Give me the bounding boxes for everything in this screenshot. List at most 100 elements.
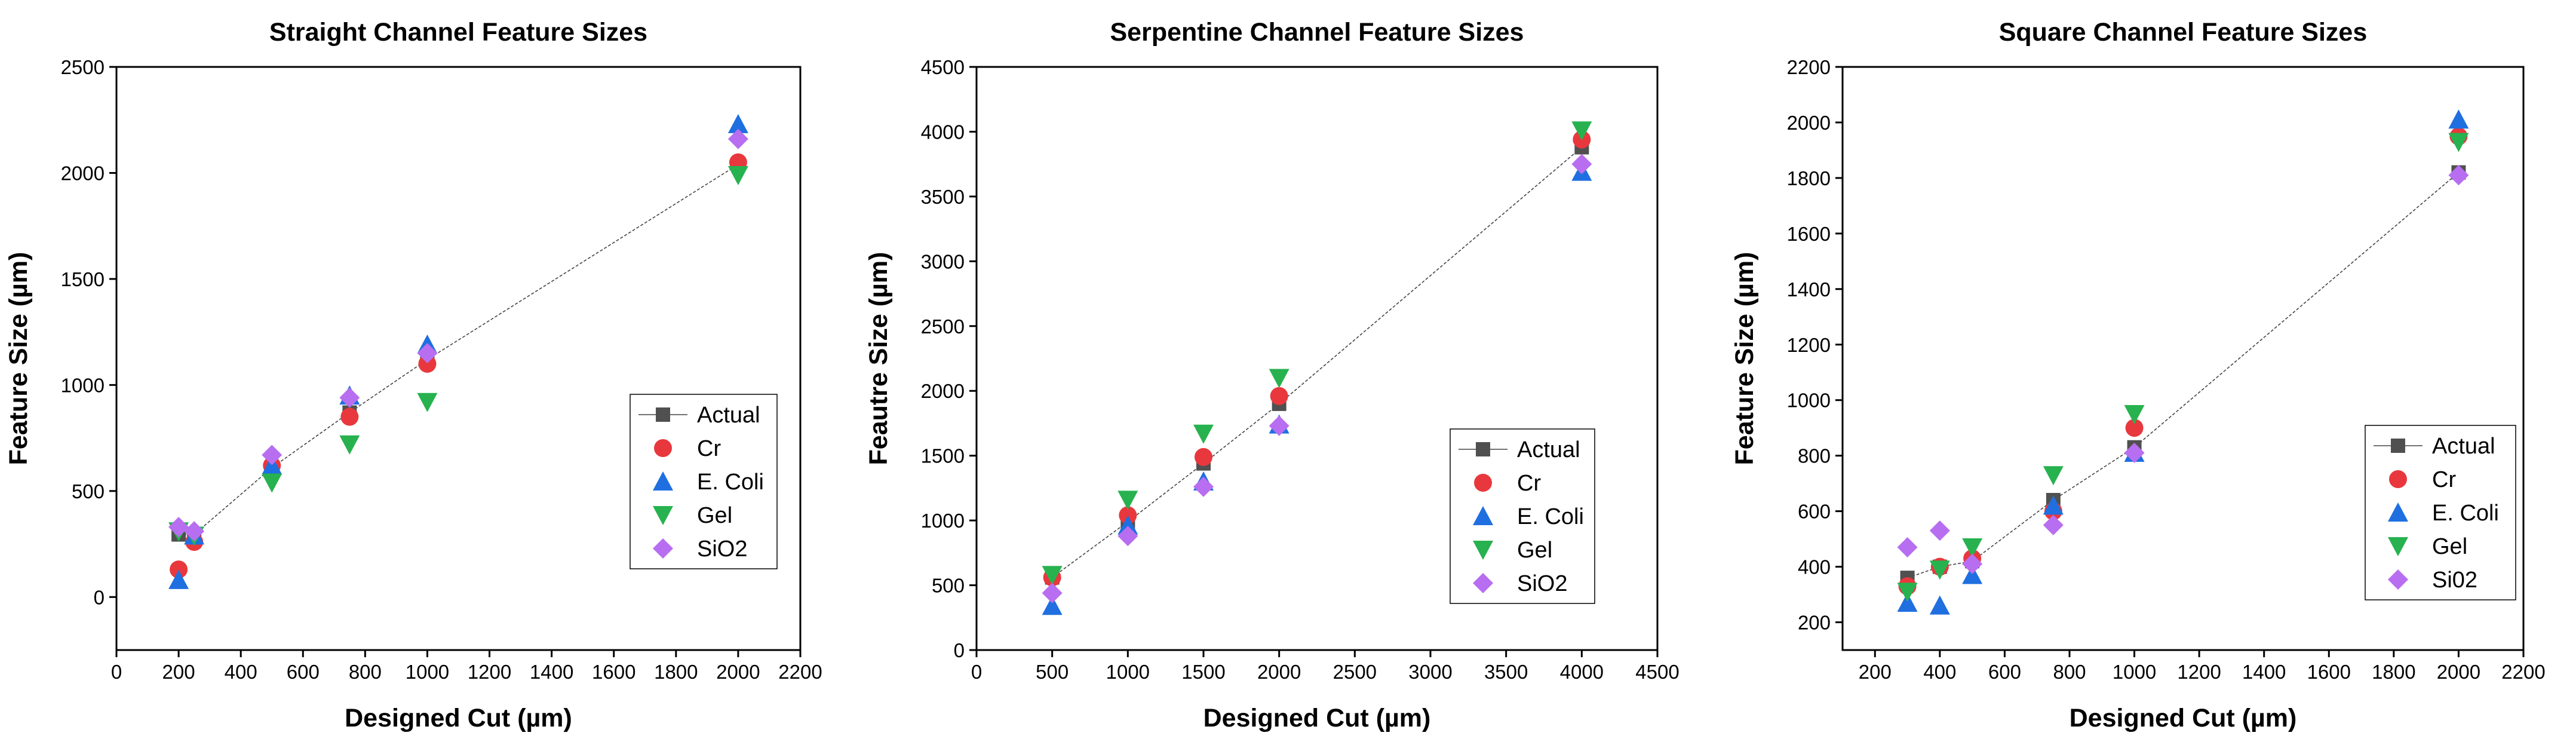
legend-label: Actual	[697, 403, 760, 428]
y-tick-label: 1500	[921, 445, 965, 467]
legend-item: Gel	[1473, 538, 1552, 563]
legend-marker	[1473, 541, 1493, 560]
x-tick-label: 600	[287, 661, 320, 683]
chart-title: Square Channel Feature Sizes	[1999, 18, 2368, 47]
x-tick-label: 1000	[1106, 661, 1150, 683]
legend-marker	[656, 407, 670, 422]
data-point	[1119, 506, 1137, 525]
legend: Actual Cr E. Coli Gel Si02	[2365, 425, 2516, 600]
data-point	[2448, 133, 2469, 152]
y-tick-label: 2200	[1787, 56, 1831, 78]
data-point	[262, 445, 283, 465]
legend-marker	[653, 538, 673, 559]
legend-box	[630, 394, 778, 569]
legend-label: SiO2	[1517, 571, 1567, 596]
data-point	[1929, 520, 1950, 541]
y-tick-label: 200	[1798, 612, 1831, 634]
legend: Actual Cr E. Coli Gel SiO2	[1450, 428, 1595, 604]
data-point	[1571, 154, 1592, 174]
y-tick-label: 2500	[921, 315, 965, 338]
legend-marker	[654, 439, 672, 457]
legend-item: Si02	[2388, 568, 2477, 593]
x-tick-label: 3500	[1484, 661, 1528, 683]
x-tick-label: 1800	[2372, 661, 2415, 683]
data-point	[418, 354, 437, 373]
data-point	[1897, 583, 1918, 602]
series-sio2	[1042, 154, 1592, 603]
data-point	[339, 435, 360, 455]
x-tick-label: 1600	[2307, 661, 2351, 683]
y-tick-label: 4000	[921, 121, 965, 143]
data-point	[1897, 592, 1918, 612]
x-tick-label: 2500	[1333, 661, 1377, 683]
legend-label: Actual	[1517, 437, 1580, 462]
data-point	[1962, 553, 1983, 574]
legend-item: Actual	[2374, 434, 2495, 459]
legend-item: Actual	[638, 403, 760, 428]
data-point	[1193, 476, 1214, 497]
x-tick-label: 0	[971, 661, 982, 683]
chart-serpentine-channel: Serpentine Channel Feature Sizes 0 500 1000…	[864, 18, 1680, 732]
legend-label: SiO2	[697, 537, 747, 562]
x-tick-label: 1200	[468, 661, 511, 683]
data-point	[1117, 526, 1138, 547]
legend-item: Gel	[653, 503, 732, 528]
legend-item: Gel	[2388, 534, 2467, 559]
y-tick-label: 500	[72, 480, 105, 502]
series-gel	[1897, 133, 2469, 602]
data-point	[1117, 515, 1138, 535]
data-point	[417, 393, 438, 412]
x-tick-label: 1200	[2177, 661, 2221, 683]
legend-marker	[2388, 569, 2408, 590]
y-axis-label: Feature Size (µm)	[4, 252, 33, 465]
data-point	[168, 517, 189, 538]
x-tick-label: 2000	[716, 661, 760, 683]
series-gel	[1042, 121, 1592, 586]
legend-marker	[2391, 439, 2405, 453]
legend-item: SiO2	[1473, 571, 1567, 596]
legend-item: SiO2	[653, 537, 747, 562]
legend-marker	[1476, 442, 1490, 456]
legend-item: E. Coli	[2388, 501, 2499, 526]
y-axis-label: Feautre Size (µm)	[864, 252, 893, 465]
legend-marker	[2388, 502, 2408, 522]
data-point	[2043, 495, 2064, 515]
x-tick-label: 2000	[1257, 661, 1301, 683]
legend-item: Actual	[1459, 437, 1580, 462]
chart-title: Serpentine Channel Feature Sizes	[1110, 18, 1524, 47]
legend-label: Cr	[697, 436, 721, 461]
y-tick-label: 2000	[61, 162, 105, 184]
data-point	[1962, 538, 1983, 558]
data-point	[1195, 448, 1212, 466]
x-tick-label: 4500	[1635, 661, 1679, 683]
data-point	[339, 387, 360, 408]
x-tick-label: 600	[1988, 661, 2021, 683]
y-tick-label: 600	[1798, 501, 1831, 523]
series-sio2	[168, 128, 748, 542]
y-tick-label: 2500	[61, 56, 105, 78]
legend-label: Gel	[2432, 534, 2467, 559]
x-tick-label: 1600	[592, 661, 635, 683]
data-point	[262, 473, 283, 493]
x-tick-label: 800	[2053, 661, 2086, 683]
y-tick-label: 2000	[921, 380, 965, 402]
data-point	[727, 114, 748, 133]
y-axis-label: Feature Size (µm)	[1730, 252, 1759, 465]
data-point	[1929, 560, 1950, 580]
legend-label: Cr	[2432, 467, 2456, 492]
data-point	[2043, 514, 2064, 535]
y-tick-label: 400	[1798, 556, 1831, 578]
x-tick-label: 1400	[530, 661, 573, 683]
y-tick-label: 1400	[1787, 278, 1831, 301]
data-point	[2448, 165, 2469, 186]
legend-label: Actual	[2432, 434, 2495, 459]
data-point	[1117, 491, 1138, 510]
data-point	[2124, 404, 2145, 424]
data-point	[1929, 595, 1950, 615]
legend-label: Cr	[1517, 471, 1541, 496]
x-axis-label: Designed Cut (µm)	[345, 704, 572, 732]
data-point	[2124, 443, 2145, 464]
legend-item: E. Coli	[1473, 504, 1584, 529]
x-tick-label: 0	[111, 661, 122, 683]
